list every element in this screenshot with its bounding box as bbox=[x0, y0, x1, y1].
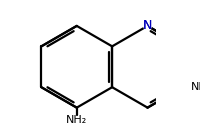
Text: NH₂: NH₂ bbox=[191, 82, 200, 92]
Text: N: N bbox=[143, 19, 152, 32]
Text: NH₂: NH₂ bbox=[66, 115, 87, 125]
Circle shape bbox=[144, 22, 151, 30]
Text: N: N bbox=[143, 19, 152, 32]
